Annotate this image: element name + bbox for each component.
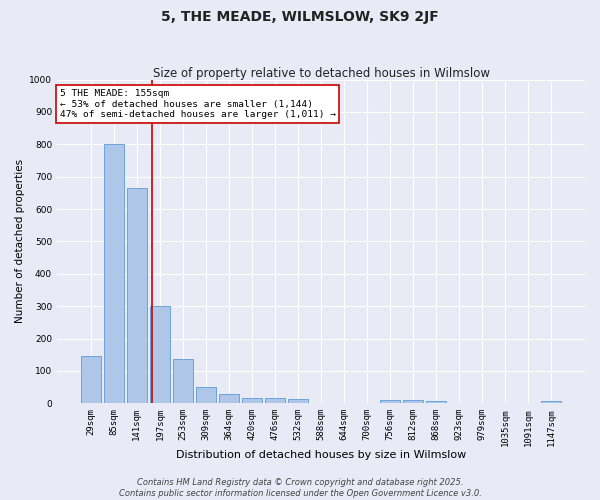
Bar (427, 402, 446, 404)
Text: 5 THE MEADE: 155sqm
← 53% of detached houses are smaller (1,144)
47% of semi-det: 5 THE MEADE: 155sqm ← 53% of detached ho… (59, 89, 335, 119)
Bar (288, 400, 308, 404)
Bar (242, 398, 262, 404)
Bar (81, 356, 101, 404)
Text: Contains HM Land Registry data © Crown copyright and database right 2025.
Contai: Contains HM Land Registry data © Crown c… (119, 478, 481, 498)
Y-axis label: Number of detached properties: Number of detached properties (15, 160, 25, 324)
Title: Size of property relative to detached houses in Wilmslow: Size of property relative to detached ho… (152, 66, 490, 80)
Bar (127, 188, 146, 404)
Bar (265, 398, 285, 404)
X-axis label: Distribution of detached houses by size in Wilmslow: Distribution of detached houses by size … (176, 450, 466, 460)
Bar (173, 359, 193, 404)
Bar (219, 394, 239, 404)
Bar (104, 144, 124, 404)
Bar (150, 306, 170, 404)
Bar (380, 400, 400, 404)
Bar (403, 400, 423, 404)
Text: 5, THE MEADE, WILMSLOW, SK9 2JF: 5, THE MEADE, WILMSLOW, SK9 2JF (161, 10, 439, 24)
Bar (541, 402, 561, 404)
Bar (196, 386, 215, 404)
